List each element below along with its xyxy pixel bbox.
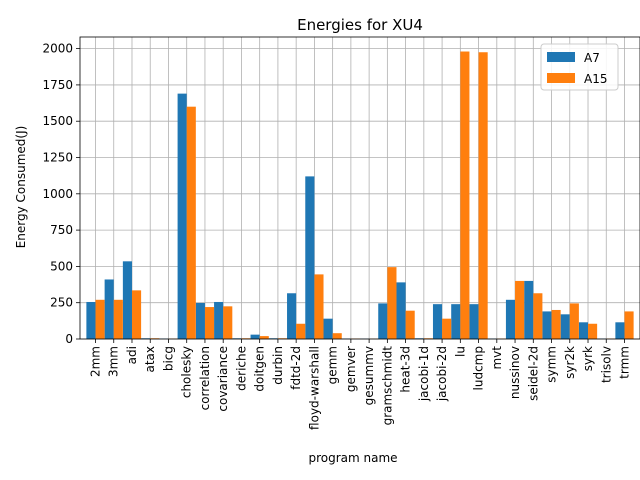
y-tick-label: 1750 [42, 78, 73, 92]
x-tick-label: trisolv [599, 346, 613, 383]
x-tick-label: gemver [344, 346, 358, 392]
legend-swatch-a15 [547, 73, 575, 83]
x-tick-label: lu [453, 346, 467, 357]
bar-a7-floyd-warshall [305, 176, 315, 339]
x-tick-label: heat-3d [399, 346, 413, 393]
bar-a15-ludcmp [478, 52, 488, 340]
x-tick-label: trmm [617, 346, 631, 379]
y-axis-ticks: 0 250 500 750 1000 1250 1500 1750 2000 [42, 42, 80, 346]
bar-a7-nussinov [505, 299, 516, 339]
bar-a15-3mm [113, 299, 123, 339]
bar-a7-3mm [104, 279, 114, 339]
bar-a7-adi [122, 261, 132, 339]
y-tick-label: 1000 [42, 187, 73, 201]
bar-a7-jacobi-2d [432, 304, 443, 339]
x-tick-label: syr2k [563, 346, 577, 379]
bar-a7-seidel-2d [524, 280, 534, 339]
bar-a15-seidel-2d [533, 293, 543, 339]
x-tick-label: jacobi-2d [435, 346, 449, 402]
x-tick-label: adi [125, 346, 139, 364]
y-axis-label: Energy Consumed(J) [14, 126, 28, 249]
x-tick-label: gesummv [362, 346, 376, 405]
bar-a15-gemm [332, 333, 342, 339]
x-tick-label: ludcmp [472, 346, 486, 390]
bar-a15-correlation [204, 307, 215, 339]
bar-a7-correlation [195, 302, 205, 339]
y-tick-label: 1250 [42, 151, 73, 165]
bar-a15-heat-3d [405, 310, 415, 339]
x-tick-label: fdtd-2d [289, 346, 303, 390]
bar-a7-syr2k [560, 314, 570, 339]
x-tick-label: atax [143, 346, 157, 373]
x-tick-label: covariance [216, 346, 230, 412]
legend-label-a15: A15 [584, 72, 607, 86]
bar-a15-fdtd-2d [296, 323, 306, 339]
x-tick-label: syrk [581, 346, 595, 371]
plot-frame [79, 36, 640, 340]
x-tick-label: gramschmidt [380, 346, 394, 426]
bar-a7-doitgen [250, 334, 260, 339]
legend-label-a7: A7 [584, 51, 600, 65]
bar-a15-syr2k [569, 303, 579, 339]
x-tick-label: symm [545, 346, 559, 383]
x-tick-label: gemm [326, 346, 340, 384]
x-tick-label: 2mm [89, 346, 103, 377]
bar-a15-nussinov [515, 280, 525, 339]
bar-a7-ludcmp [469, 304, 479, 339]
y-tick-label: 0 [65, 332, 73, 346]
x-tick-label: cholesky [180, 346, 194, 398]
x-tick-label: jacobi-1d [417, 346, 431, 402]
bar-a15-cholesky [186, 106, 196, 339]
x-tick-label: doitgen [253, 346, 267, 392]
bar-a15-doitgen [259, 336, 269, 339]
bar-a7-heat-3d [396, 282, 406, 339]
y-tick-label: 2000 [42, 42, 73, 56]
bar-a7-gramschmidt [378, 303, 388, 339]
x-tick-label: floyd-warshall [307, 346, 321, 430]
x-tick-label: 3mm [107, 346, 121, 377]
bar-a15-adi [131, 290, 142, 339]
bar-a7-syrk [578, 322, 589, 339]
x-tick-label: mvt [490, 346, 504, 370]
x-tick-label: seidel-2d [526, 346, 540, 401]
bar-a15-trmm [624, 311, 634, 339]
bar-a7-trmm [615, 322, 625, 339]
bar-a7-lu [451, 304, 461, 339]
bar-series [86, 51, 634, 340]
chart-title: Energies for XU4 [297, 16, 423, 34]
bar-a15-covariance [223, 306, 233, 339]
bar-a7-fdtd-2d [287, 293, 297, 339]
y-tick-label: 500 [50, 259, 73, 273]
bar-a7-2mm [86, 301, 96, 339]
x-axis-ticks: 2mm 3mm adi atax bicg cholesky correlation cova… [89, 339, 631, 430]
legend-swatch-a7 [547, 52, 575, 62]
x-tick-label: deriche [234, 346, 248, 391]
bar-a7-gemm [323, 318, 333, 339]
x-axis-label: program name [308, 451, 397, 465]
y-tick-label: 750 [50, 223, 73, 237]
x-tick-label: bicg [161, 346, 175, 371]
bar-a15-gramschmidt [387, 267, 397, 339]
bar-a7-cholesky [177, 93, 187, 339]
bar-a15-syrk [588, 323, 598, 339]
bar-a15-jacobi-2d [442, 318, 452, 339]
legend: A7 A15 [540, 43, 619, 91]
bar-a15-2mm [95, 299, 105, 339]
bar-a7-covariance [214, 301, 224, 339]
x-tick-label: durbin [271, 346, 285, 385]
y-tick-label: 250 [50, 296, 73, 310]
bar-a7-symm [542, 311, 552, 339]
x-tick-label: nussinov [508, 346, 522, 399]
x-tick-label: correlation [198, 346, 212, 410]
bar-a15-floyd-warshall [314, 274, 324, 339]
bar-a15-symm [551, 309, 561, 339]
bar-a15-lu [460, 51, 470, 340]
y-tick-label: 1500 [42, 114, 73, 128]
